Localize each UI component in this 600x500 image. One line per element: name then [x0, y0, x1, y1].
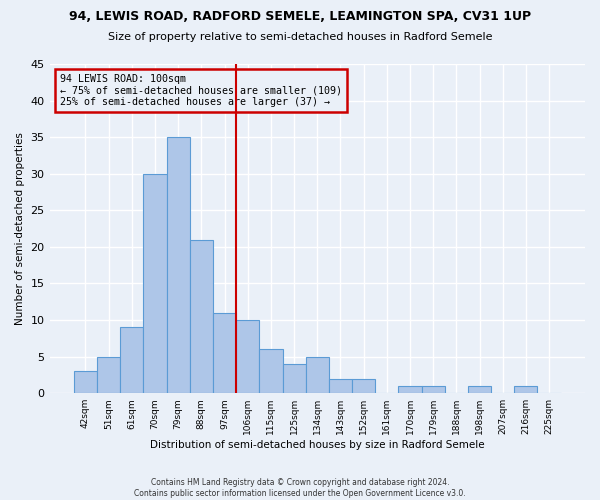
Bar — [190, 240, 213, 393]
Bar — [97, 356, 120, 393]
Bar — [283, 364, 305, 393]
Bar — [74, 372, 97, 393]
Text: 94, LEWIS ROAD, RADFORD SEMELE, LEAMINGTON SPA, CV31 1UP: 94, LEWIS ROAD, RADFORD SEMELE, LEAMINGT… — [69, 10, 531, 23]
Bar — [120, 328, 143, 393]
Bar — [422, 386, 445, 393]
Bar — [259, 350, 283, 393]
Bar — [236, 320, 259, 393]
X-axis label: Distribution of semi-detached houses by size in Radford Semele: Distribution of semi-detached houses by … — [150, 440, 485, 450]
Text: Contains HM Land Registry data © Crown copyright and database right 2024.
Contai: Contains HM Land Registry data © Crown c… — [134, 478, 466, 498]
Text: 94 LEWIS ROAD: 100sqm
← 75% of semi-detached houses are smaller (109)
25% of sem: 94 LEWIS ROAD: 100sqm ← 75% of semi-deta… — [60, 74, 342, 107]
Bar — [213, 312, 236, 393]
Bar — [305, 356, 329, 393]
Bar — [167, 137, 190, 393]
Y-axis label: Number of semi-detached properties: Number of semi-detached properties — [15, 132, 25, 325]
Bar — [468, 386, 491, 393]
Bar — [514, 386, 538, 393]
Text: Size of property relative to semi-detached houses in Radford Semele: Size of property relative to semi-detach… — [108, 32, 492, 42]
Bar — [143, 174, 167, 393]
Bar — [329, 378, 352, 393]
Bar — [352, 378, 375, 393]
Bar — [398, 386, 422, 393]
